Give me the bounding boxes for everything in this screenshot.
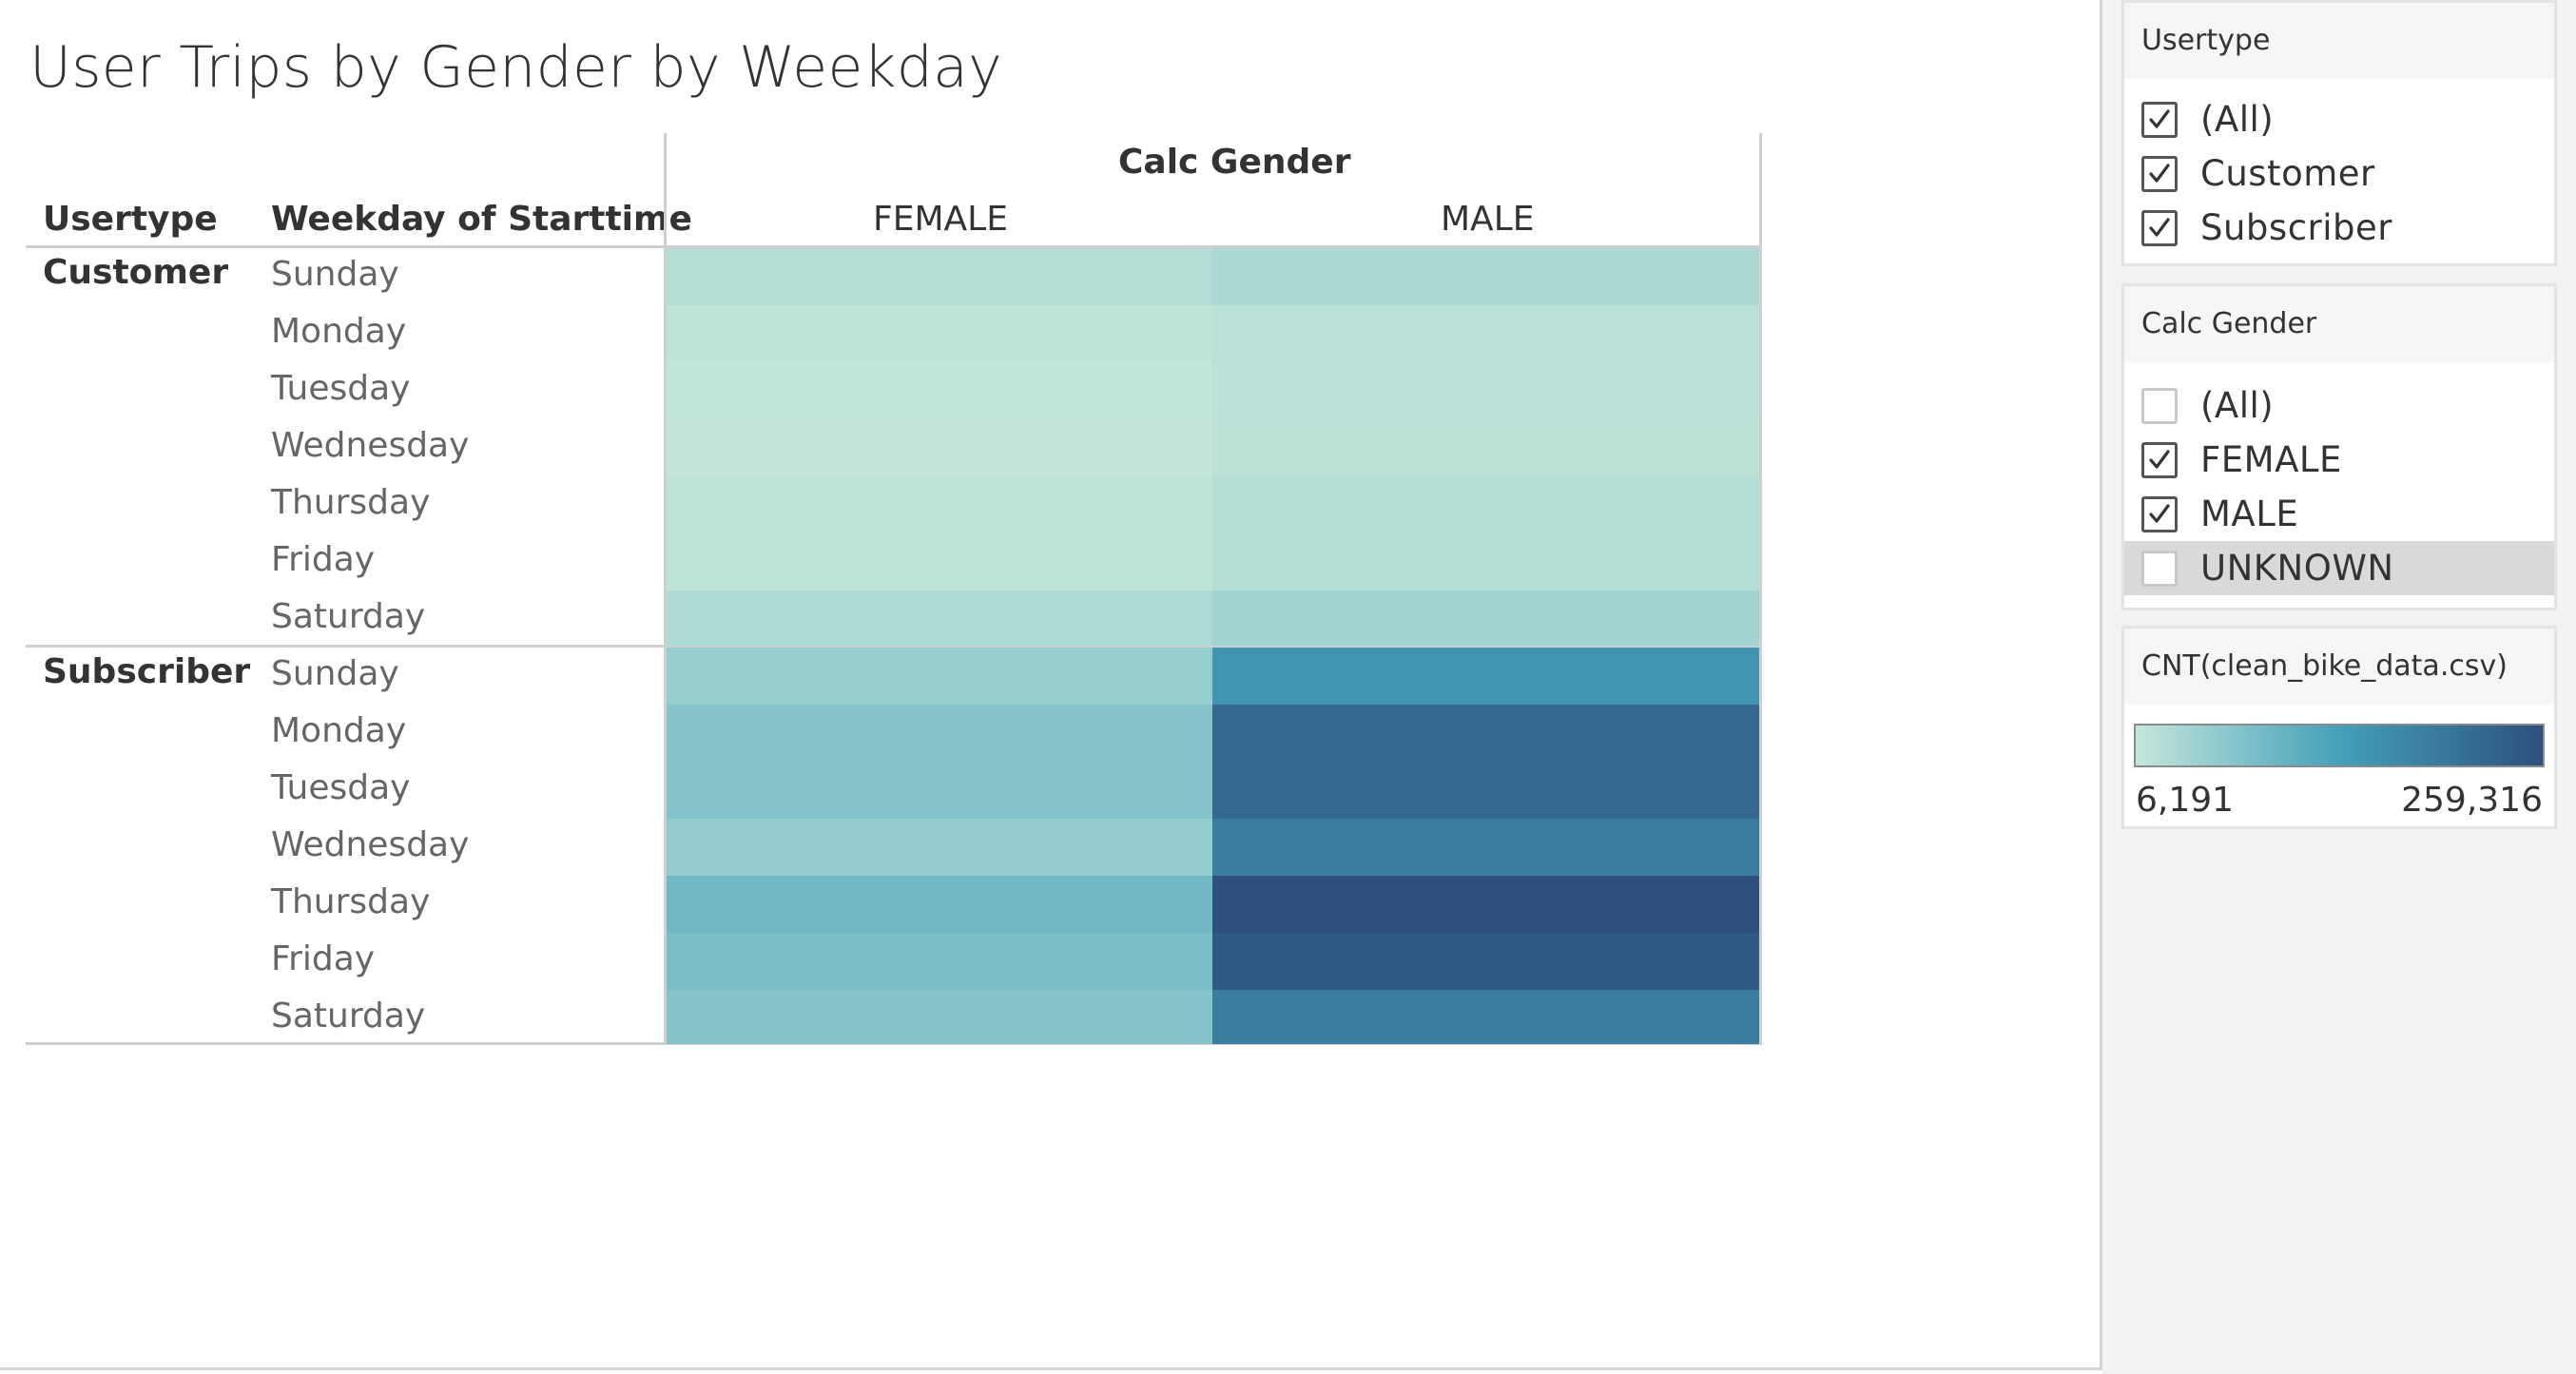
checkbox[interactable] — [2141, 102, 2178, 138]
heatmap-cell-subscriber-friday-male[interactable] — [1212, 933, 1759, 990]
heatmap-cell-customer-wednesday-male[interactable] — [1212, 419, 1759, 476]
header-bottom-rule — [26, 245, 1762, 248]
weekday-label[interactable]: Thursday — [271, 483, 431, 522]
filter-item-label: Subscriber — [2200, 207, 2392, 248]
checkbox[interactable] — [2141, 210, 2178, 246]
group-label-customer[interactable]: Customer — [43, 253, 229, 292]
column-header-female[interactable]: FEMALE — [873, 200, 1008, 239]
heatmap-cell-subscriber-wednesday-male[interactable] — [1212, 819, 1759, 876]
filter-card-header: Calc Gender — [2124, 286, 2554, 362]
heatmap-cell-customer-monday-male[interactable] — [1212, 305, 1759, 362]
heatmap-cell-subscriber-tuesday-male[interactable] — [1212, 762, 1759, 819]
header-divider-left — [664, 133, 667, 1043]
checkmark-icon — [2149, 218, 2170, 237]
heatmap-cell-customer-monday-female[interactable] — [667, 305, 1212, 362]
checkbox[interactable] — [2141, 156, 2178, 192]
checkmark-icon — [2149, 109, 2170, 128]
filter-item-customer[interactable]: Customer — [2124, 146, 2554, 201]
heatmap-cell-customer-thursday-male[interactable] — [1212, 476, 1759, 533]
weekday-label[interactable]: Tuesday — [271, 768, 411, 807]
viz-title: User Trips by Gender by Weekday — [29, 34, 1002, 101]
column-header-male[interactable]: MALE — [1441, 200, 1535, 239]
usertype-filter-title: Usertype — [2141, 24, 2271, 57]
heatmap-cell-subscriber-sunday-male[interactable] — [1212, 648, 1759, 705]
checkmark-icon — [2149, 450, 2170, 469]
gender-filter-title: Calc Gender — [2141, 307, 2317, 340]
filter-item-female[interactable]: FEMALE — [2124, 433, 2554, 487]
checkbox[interactable] — [2141, 496, 2178, 532]
legend-header: CNT(clean_bike_data.csv) — [2124, 629, 2554, 705]
checkbox[interactable] — [2141, 442, 2178, 478]
legend-max-label: 259,316 — [2401, 781, 2543, 820]
heatmap-cell-customer-tuesday-female[interactable] — [667, 362, 1212, 419]
color-scale-bar[interactable] — [2134, 724, 2545, 767]
weekday-label[interactable]: Wednesday — [271, 825, 470, 864]
filter-item-all[interactable]: (All) — [2124, 378, 2554, 433]
weekday-label[interactable]: Friday — [271, 939, 376, 978]
weekday-label[interactable]: Sunday — [271, 255, 399, 294]
filter-item-label: UNKNOWN — [2200, 548, 2394, 589]
gender-filter-card: Calc Gender (All) FEMALE MALE UNKNOWN — [2121, 283, 2557, 610]
heatmap-cell-customer-tuesday-male[interactable] — [1212, 362, 1759, 419]
weekday-label[interactable]: Monday — [271, 711, 407, 750]
heatmap-cell-customer-friday-male[interactable] — [1212, 533, 1759, 590]
heatmap-cell-customer-saturday-female[interactable] — [667, 590, 1212, 646]
weekday-label[interactable]: Saturday — [271, 597, 426, 636]
filter-item-label: MALE — [2200, 493, 2299, 534]
weekday-label[interactable]: Friday — [271, 540, 376, 579]
color-legend-card: CNT(clean_bike_data.csv) 6,191 259,316 — [2121, 626, 2557, 829]
heatmap-cell-subscriber-monday-male[interactable] — [1212, 705, 1759, 762]
view-border — [2100, 0, 2102, 1369]
filter-item-unknown[interactable]: UNKNOWN — [2124, 541, 2554, 595]
filter-item-all[interactable]: (All) — [2124, 92, 2554, 146]
filter-panel: Usertype (All) Customer Subscriber Calc … — [2102, 0, 2576, 1374]
weekday-label[interactable]: Sunday — [271, 654, 399, 693]
legend-title: CNT(clean_bike_data.csv) — [2141, 649, 2508, 683]
heatmap-cell-subscriber-wednesday-female[interactable] — [667, 819, 1212, 876]
heatmap-cell-subscriber-monday-female[interactable] — [667, 705, 1212, 762]
heatmap-cell-customer-thursday-female[interactable] — [667, 476, 1212, 533]
group-separator-rule — [26, 645, 1762, 648]
filter-item-label: FEMALE — [2200, 439, 2342, 480]
heatmap-cell-customer-friday-female[interactable] — [667, 533, 1212, 590]
row-dim-header-usertype[interactable]: Usertype — [43, 200, 218, 239]
column-dim-header[interactable]: Calc Gender — [1118, 143, 1351, 182]
heatmap-cell-customer-sunday-male[interactable] — [1212, 248, 1759, 305]
filter-item-label: Customer — [2200, 153, 2375, 194]
checkmark-icon — [2149, 504, 2170, 523]
worksheet-view: User Trips by Gender by Weekday Calc Gen… — [26, 34, 1762, 1045]
filter-item-subscriber[interactable]: Subscriber — [2124, 201, 2554, 255]
heatmap-cell-customer-saturday-male[interactable] — [1212, 590, 1759, 646]
usertype-filter-card: Usertype (All) Customer Subscriber — [2121, 0, 2557, 266]
heatmap-plot — [667, 248, 1759, 1044]
heatmap-cell-subscriber-sunday-female[interactable] — [667, 648, 1212, 705]
heatmap-cell-subscriber-friday-female[interactable] — [667, 933, 1212, 990]
weekday-label[interactable]: Wednesday — [271, 426, 470, 465]
heatmap-cell-subscriber-thursday-male[interactable] — [1212, 876, 1759, 933]
heatmap-cell-subscriber-tuesday-female[interactable] — [667, 762, 1212, 819]
filter-card-header: Usertype — [2124, 3, 2554, 79]
weekday-label[interactable]: Saturday — [271, 997, 426, 1035]
weekday-label[interactable]: Monday — [271, 312, 407, 351]
heatmap-cell-customer-sunday-female[interactable] — [667, 248, 1212, 305]
filter-item-label: (All) — [2200, 99, 2275, 140]
heatmap-cell-subscriber-saturday-male[interactable] — [1212, 990, 1759, 1044]
heatmap-cell-customer-wednesday-female[interactable] — [667, 419, 1212, 476]
weekday-label[interactable]: Thursday — [271, 882, 431, 921]
heatmap-cell-subscriber-thursday-female[interactable] — [667, 876, 1212, 933]
header-divider-right — [1759, 133, 1762, 1043]
checkbox[interactable] — [2141, 551, 2178, 587]
filter-item-male[interactable]: MALE — [2124, 487, 2554, 541]
group-label-subscriber[interactable]: Subscriber — [43, 652, 251, 691]
checkmark-icon — [2149, 164, 2170, 183]
checkbox[interactable] — [2141, 388, 2178, 424]
view-border — [0, 1367, 2102, 1370]
filter-item-label: (All) — [2200, 385, 2275, 426]
weekday-label[interactable]: Tuesday — [271, 369, 411, 408]
legend-min-label: 6,191 — [2136, 781, 2235, 820]
row-dim-header-weekday[interactable]: Weekday of Starttime — [271, 200, 692, 239]
heatmap-cell-subscriber-saturday-female[interactable] — [667, 990, 1212, 1044]
